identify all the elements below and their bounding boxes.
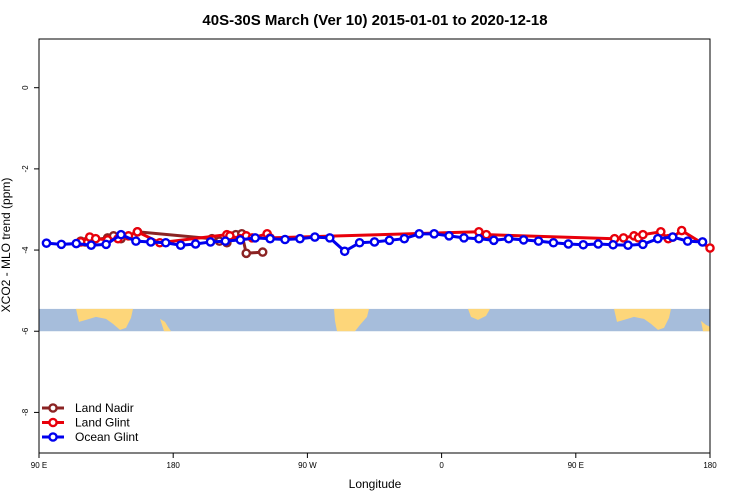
series-point <box>205 237 216 247</box>
series-point <box>241 248 252 259</box>
series-point <box>175 240 186 250</box>
x-axis-label: Longitude <box>349 477 402 491</box>
series-point <box>369 237 380 247</box>
series-point <box>563 239 574 249</box>
series-point <box>384 235 395 246</box>
map-band <box>39 308 710 332</box>
series-point <box>190 239 201 249</box>
series-point <box>676 225 687 236</box>
x-tick-label: 90 W <box>298 461 317 470</box>
series-ocean-glint <box>41 229 708 257</box>
series-point <box>459 233 469 243</box>
series-point <box>295 233 305 244</box>
series-point <box>653 233 663 244</box>
chart-title: 40S-30S March (Ver 10) 2015-01-01 to 202… <box>202 12 547 29</box>
series-point <box>488 235 499 246</box>
x-tick-label: 180 <box>167 461 181 470</box>
legend-swatch-marker <box>48 417 58 428</box>
land-australia-2 <box>614 308 671 330</box>
series-point <box>503 233 514 244</box>
series-point <box>705 243 715 253</box>
series-point <box>101 239 111 250</box>
series-point <box>667 232 678 242</box>
series-point <box>697 237 708 247</box>
legend-label: Land Glint <box>75 416 130 430</box>
y-tick-label: -8 <box>21 408 30 416</box>
series-point <box>618 233 629 243</box>
land-south-america <box>334 308 369 332</box>
series-point <box>638 239 648 250</box>
series-point <box>548 237 559 248</box>
series-point <box>533 236 544 246</box>
series-point <box>86 240 96 250</box>
x-axis-ticks: 90 E 180 90 W 0 90 E 180 <box>31 453 717 470</box>
land-australia-1 <box>76 308 133 330</box>
legend-label: Land Nadir <box>75 401 134 415</box>
series-point <box>444 231 454 241</box>
series-point <box>354 237 365 248</box>
series-point <box>638 229 648 240</box>
x-tick-label: 180 <box>703 461 717 470</box>
y-tick-label: -2 <box>21 165 30 173</box>
series-point <box>132 226 143 237</box>
series-point <box>593 239 603 249</box>
series-point <box>339 246 350 257</box>
series-point <box>160 237 171 248</box>
legend-item: Land Nadir <box>42 401 134 415</box>
map-ocean <box>39 308 710 332</box>
legend-swatch-marker <box>48 403 58 413</box>
series-point <box>41 238 52 248</box>
y-tick-label: 0 <box>21 85 30 90</box>
series-layer <box>41 225 715 259</box>
series-point <box>220 236 231 246</box>
series-point <box>578 239 589 250</box>
series-point <box>250 233 261 243</box>
legend-swatch-marker <box>48 432 58 442</box>
land-africa <box>468 308 490 320</box>
series-point <box>235 235 246 245</box>
series-point <box>474 233 484 244</box>
series-point <box>310 232 320 242</box>
series-point <box>56 239 67 250</box>
series-point <box>518 235 529 245</box>
series-point <box>257 247 268 257</box>
legend-label: Ocean Glint <box>75 430 139 444</box>
series-point <box>682 236 693 246</box>
legend-item: Land Glint <box>42 416 130 430</box>
land-new-zealand-2 <box>701 320 710 332</box>
series-point <box>71 238 82 249</box>
x-tick-label: 0 <box>439 461 444 470</box>
y-tick-label: -4 <box>21 246 30 254</box>
series-point <box>623 240 633 250</box>
y-tick-label: -6 <box>21 327 30 335</box>
series-point <box>280 234 290 245</box>
legend-item: Ocean Glint <box>42 430 139 444</box>
land-new-zealand-1 <box>160 318 171 332</box>
y-axis-ticks: 0 -2 -4 -6 -8 <box>21 85 39 416</box>
series-point <box>265 233 275 244</box>
series-point <box>116 229 126 240</box>
x-tick-label: 90 E <box>31 461 47 470</box>
series-point <box>324 233 335 243</box>
series-point <box>131 236 141 246</box>
series-point <box>399 233 410 244</box>
y-axis-label: XCO2 - MLO trend (ppm) <box>0 178 13 313</box>
x-tick-label: 90 E <box>568 461 584 470</box>
series-point <box>481 229 492 240</box>
series-point <box>146 237 156 247</box>
series-point <box>608 239 618 250</box>
series-point <box>414 229 425 239</box>
series-point <box>429 229 439 239</box>
series-point <box>90 233 101 244</box>
